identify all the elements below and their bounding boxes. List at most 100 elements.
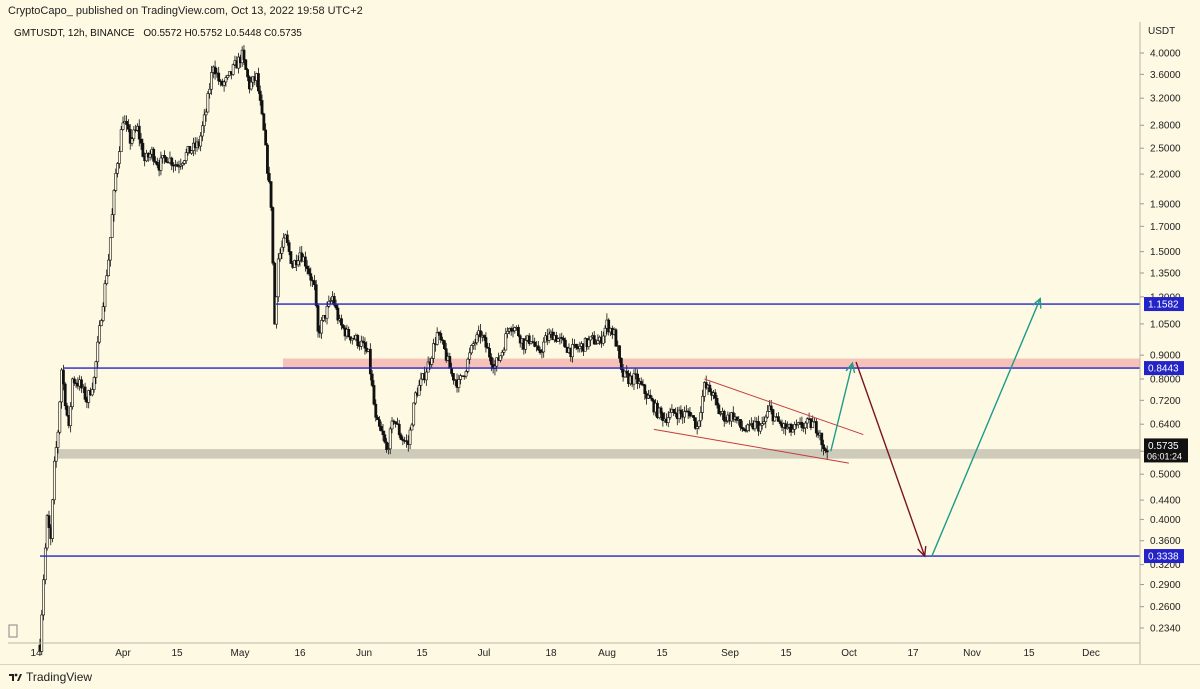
y-tick-12: 0.9000 — [1150, 351, 1181, 362]
candle-127 — [267, 166, 271, 184]
y-tick-23: 0.2600 — [1150, 602, 1181, 613]
candle-215 — [426, 356, 430, 373]
candle-51 — [130, 136, 134, 147]
candle-152 — [312, 275, 316, 291]
candle-165 — [336, 303, 340, 325]
candle-393 — [748, 420, 751, 432]
candle-19 — [72, 376, 76, 386]
y-tick-4: 2.5000 — [1150, 144, 1181, 155]
y-tick-17: 0.5000 — [1150, 470, 1181, 481]
candle-237 — [466, 357, 470, 374]
candle-130 — [273, 261, 277, 325]
candle-57 — [141, 138, 145, 158]
candle-89 — [199, 132, 203, 152]
candle-207 — [412, 402, 416, 427]
candle-258 — [504, 327, 508, 351]
y-tick-18: 0.4400 — [1150, 496, 1181, 507]
candle-36 — [103, 280, 107, 312]
candle-23 — [80, 376, 83, 393]
candle-147 — [303, 251, 307, 272]
candle-83 — [188, 146, 192, 154]
candle-401 — [762, 416, 766, 426]
candle-114 — [244, 59, 248, 70]
candle-399 — [758, 423, 762, 435]
candle-56 — [139, 133, 143, 150]
candle-325 — [625, 365, 629, 378]
svg-text:0.8443: 0.8443 — [1148, 364, 1179, 375]
wedge-line-1[interactable] — [653, 428, 849, 464]
candle-55 — [137, 119, 141, 147]
publisher-header: CryptoCapo_ published on TradingView.com… — [0, 0, 1200, 22]
chart-settings-icon[interactable] — [8, 624, 18, 638]
candle-25 — [83, 382, 87, 402]
candle-377 — [719, 410, 723, 417]
candle-368 — [702, 381, 706, 402]
arrow-2[interactable] — [931, 297, 1042, 557]
candle-185 — [372, 379, 376, 406]
candle-189 — [379, 421, 383, 432]
candle-297 — [574, 343, 578, 351]
candle-435 — [823, 447, 827, 454]
time-axis[interactable]: 14 Apr 15 May 16 Jun 15 Jul 18 Aug 15 Sep 15 Oct 17 Nov… — [30, 648, 1099, 659]
candle-84 — [190, 150, 194, 155]
price-axis[interactable]: 4.0000 3.6000 3.2000 2.8000 2.5000 2.2000 1.90… — [1140, 49, 1181, 635]
candle-113 — [242, 45, 246, 66]
candle-422 — [800, 416, 804, 432]
candle-371 — [708, 381, 712, 393]
candle-184 — [370, 370, 374, 388]
candle-132 — [276, 253, 280, 303]
candle-44 — [117, 146, 121, 169]
candle-99 — [217, 66, 221, 86]
candle-12 — [60, 367, 64, 409]
candle-37 — [105, 269, 109, 286]
candle-335 — [643, 383, 647, 400]
candle-171 — [347, 326, 351, 338]
publisher-text: CryptoCapo_ published on TradingView.com… — [8, 5, 363, 17]
candle-409 — [777, 412, 780, 422]
x-tick-8: 18 — [545, 648, 557, 659]
symbol-title: GMTUSDT, 12h, BINANCE O0.5572 H0.5752 L0… — [14, 28, 302, 39]
candle-313 — [603, 325, 607, 343]
candle-150 — [309, 267, 313, 287]
candle-434 — [822, 439, 825, 456]
arrow-0[interactable] — [830, 361, 856, 452]
candle-countdown: 06:01:24 — [1147, 451, 1182, 461]
candle-93 — [206, 91, 210, 113]
tradingview-logo-icon — [9, 673, 22, 681]
candle-210 — [417, 380, 421, 396]
candle-265 — [517, 324, 520, 338]
candle-365 — [697, 420, 701, 430]
candle-52 — [132, 126, 136, 142]
candle-308 — [594, 338, 598, 345]
arrow-1[interactable] — [855, 361, 927, 558]
candle-354 — [677, 406, 681, 423]
y-tick-8: 1.5000 — [1150, 247, 1181, 258]
x-tick-9: Aug — [598, 648, 616, 659]
candle-32 — [96, 335, 100, 369]
y-tick-6: 1.9000 — [1150, 199, 1181, 210]
candle-304 — [587, 335, 591, 350]
candle-104 — [226, 74, 230, 80]
candle-380 — [724, 416, 728, 425]
candle-420 — [796, 421, 800, 429]
y-tick-22: 0.2900 — [1150, 580, 1181, 591]
zone-1 — [55, 449, 1140, 459]
candle-46 — [121, 116, 125, 131]
candle-133 — [278, 248, 282, 262]
candle-17 — [69, 402, 73, 433]
candle-248 — [486, 342, 490, 349]
candle-90 — [201, 121, 204, 142]
candle-229 — [452, 373, 455, 385]
candle-392 — [746, 423, 750, 433]
candle-430 — [814, 418, 818, 438]
candle-309 — [596, 334, 600, 344]
candle-374 — [713, 389, 717, 406]
candle-259 — [506, 327, 509, 339]
candle-39 — [108, 237, 112, 267]
candle-77 — [177, 160, 181, 174]
candle-129 — [271, 206, 275, 266]
candle-30 — [92, 376, 96, 393]
price-chart[interactable]: 4.0000 3.6000 3.2000 2.8000 2.5000 2.2000 1.90… — [0, 0, 1200, 664]
candle-414 — [786, 421, 789, 430]
candle-154 — [316, 303, 320, 338]
